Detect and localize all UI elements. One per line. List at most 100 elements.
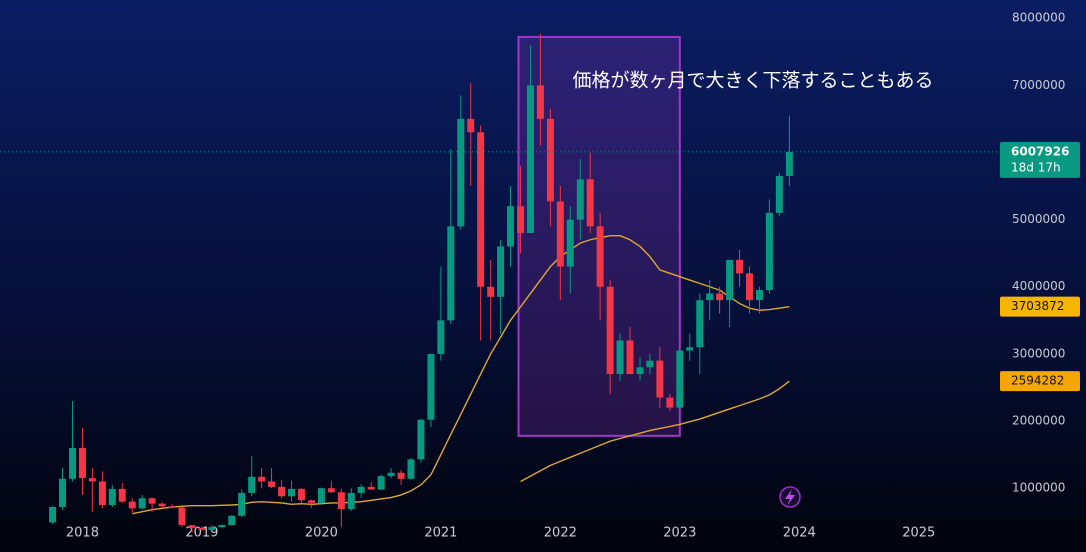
candle-body [347, 492, 355, 510]
candle-body [377, 476, 385, 490]
candle-body [467, 118, 475, 133]
candle-body [706, 293, 714, 301]
moving-average-line [520, 380, 790, 483]
x-tick-label: 2023 [663, 526, 696, 541]
candle-body [616, 340, 624, 375]
candle-body [168, 506, 176, 508]
x-tick-label: 2021 [424, 526, 457, 541]
candle-body [118, 488, 126, 502]
candle-body [268, 481, 276, 487]
candle-body [556, 201, 564, 267]
candle-body [566, 219, 574, 267]
candle-body [58, 478, 66, 508]
candle-body [278, 486, 286, 497]
candle-body [676, 350, 684, 408]
plot-area: 2018 2019 2020 2021 2022 2023 2024 202510000002… [0, 11, 1065, 541]
current-price-box [1000, 141, 1080, 178]
candle-body [497, 246, 505, 297]
y-tick-label: 4000000 [1012, 279, 1065, 293]
candle-body [686, 347, 694, 351]
candle-body [357, 486, 365, 493]
x-tick-label: 2024 [783, 526, 816, 541]
candle-body [736, 259, 744, 274]
candle-body [437, 320, 445, 354]
candle-body [49, 507, 57, 523]
candle-body [487, 286, 495, 297]
candle-body [138, 498, 146, 509]
candle-body [457, 118, 465, 227]
candle-body [78, 447, 86, 479]
ma-value-box [1000, 371, 1080, 392]
candle-body [158, 503, 166, 507]
candle-body [228, 515, 236, 526]
y-tick-label: 5000000 [1012, 212, 1065, 226]
x-tick-label: 2022 [544, 526, 577, 541]
countdown-label: 18d 17h [1011, 160, 1061, 174]
candle-body [447, 226, 455, 321]
candle-body [526, 85, 534, 234]
candle-body [317, 488, 325, 503]
ma-value-label: 2594282 [1011, 374, 1064, 388]
candle-body [576, 179, 584, 220]
candle-body [765, 212, 773, 291]
candle-body [666, 397, 674, 408]
y-tick-label: 8000000 [1012, 11, 1065, 25]
candle-body [307, 500, 315, 503]
y-tick-label: 2000000 [1012, 414, 1065, 428]
x-tick-label: 2018 [66, 526, 99, 541]
candle-body [785, 151, 793, 176]
current-price-label: 6007926 [1011, 144, 1069, 158]
candle-body [397, 472, 405, 479]
candle-body [775, 175, 783, 213]
candle-body [696, 300, 704, 348]
candle-body [297, 488, 305, 501]
candle-body [98, 481, 106, 505]
x-tick-label: 2025 [902, 526, 935, 541]
candle-body [387, 472, 395, 477]
candle-body [745, 273, 753, 301]
candle-body [755, 290, 763, 301]
candle-body [178, 507, 186, 526]
candle-body [108, 488, 116, 505]
candle-body [586, 179, 594, 227]
y-tick-label: 1000000 [1012, 481, 1065, 495]
candle-body [367, 486, 375, 490]
ma-value-label: 3703872 [1011, 299, 1064, 313]
candle-body [716, 293, 724, 301]
ma-value-box [1000, 296, 1080, 317]
x-tick-label: 2020 [305, 526, 338, 541]
candle-body [148, 498, 156, 504]
candle-body [517, 206, 525, 234]
candle-body [188, 525, 196, 528]
candle-body [337, 492, 345, 510]
candle-body [88, 478, 96, 482]
candle-body [417, 419, 425, 460]
candle-body [507, 206, 515, 247]
y-tick-label: 7000000 [1012, 78, 1065, 92]
candle-body [626, 340, 634, 375]
candle-body [656, 360, 664, 398]
candle-body [218, 525, 226, 528]
candle-body [536, 85, 544, 119]
candle-body [327, 488, 335, 493]
candle-body [258, 476, 266, 482]
annotation: 価格が数ヶ月で大きく下落することもある [573, 69, 934, 91]
candle-body [128, 501, 136, 509]
candle-body [248, 476, 256, 493]
candle-body [606, 286, 614, 375]
candle-body [636, 367, 644, 375]
candle-body [477, 132, 485, 287]
candle-body [596, 226, 604, 287]
candle-body [288, 488, 296, 497]
candle-body [726, 259, 734, 301]
candle-body [646, 360, 654, 368]
candle-body [427, 353, 435, 420]
candle-body [407, 459, 415, 479]
y-tick-label: 3000000 [1012, 346, 1065, 360]
candle-body [198, 527, 206, 530]
lightning-icon[interactable] [779, 486, 801, 508]
candle-body [546, 118, 554, 202]
candle-body [238, 492, 246, 516]
candle-body [208, 527, 216, 530]
